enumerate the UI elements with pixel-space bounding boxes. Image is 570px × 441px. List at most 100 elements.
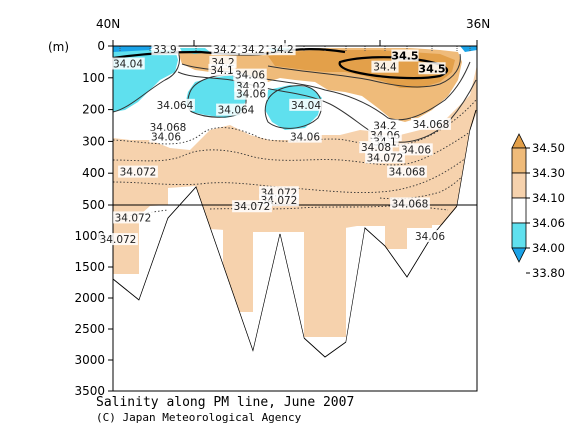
contour-label-bg <box>268 43 296 56</box>
contour-label: 34.1 <box>210 65 233 77</box>
y-tick-label: 2000 <box>74 291 105 305</box>
deep-column <box>385 205 407 249</box>
y-tick-label: 400 <box>82 166 105 180</box>
contour-label-bg <box>234 87 268 100</box>
contour-label: 34.068 <box>413 119 450 131</box>
x-label-left: 40N <box>96 17 120 31</box>
contour-label: 34.06 <box>236 89 266 101</box>
contour-label-bg <box>232 200 272 213</box>
contour-label-bg <box>413 230 447 242</box>
y-tick-label: 3500 <box>74 384 105 398</box>
chart-credit: (C) Japan Meteorological Agency <box>96 411 302 424</box>
contour-label-bg <box>387 165 427 178</box>
colorbar-segment <box>511 147 527 174</box>
contour-label-bg <box>151 43 179 56</box>
contour-label: 34.072 <box>367 152 404 164</box>
contour-label: 34.064 <box>157 100 194 112</box>
y-tick-label: 1500 <box>74 260 105 274</box>
deep-column <box>304 205 346 337</box>
contour-label: 34.072 <box>120 167 157 179</box>
contour-label-bg <box>233 68 267 81</box>
contour-label: 34.08 <box>361 142 391 154</box>
contour-label: 34.04 <box>113 58 143 70</box>
colorbar-segment <box>511 197 527 224</box>
y-tick-label: 100 <box>82 71 105 85</box>
band-blue-surface <box>113 46 155 52</box>
contour-34-06 <box>113 51 180 113</box>
colorbar-label: 34.10 <box>532 191 565 205</box>
contour-label-bg <box>98 233 138 246</box>
contour-label-bg <box>359 141 393 154</box>
contour-labels: 33.9 34.2 34.2 34.2 34.534.04 34.234.1 34.0634… <box>98 43 451 246</box>
y-tick-label: 200 <box>82 103 105 117</box>
y-axis: 0 100 200 300 400 500 1000 1500 2000 2500 3000 3500 <box>74 39 113 398</box>
contour-label: 34.2 <box>270 44 293 56</box>
contour-label-bg <box>149 130 183 143</box>
contour-label: 34.06 <box>401 144 431 156</box>
contour-label: 34.068 <box>392 198 429 210</box>
contour-label-bg <box>239 43 267 56</box>
contour-label-bg <box>399 143 433 156</box>
contour-label: 33.9 <box>153 44 176 56</box>
contour-label: 34.04 <box>291 100 321 112</box>
contour-label: 34.06 <box>151 132 181 144</box>
contour-34-06-east <box>264 85 322 129</box>
contour-label-bg <box>288 130 322 143</box>
bottom-mask <box>113 111 477 391</box>
colorbar-label: 34.06 <box>532 216 565 230</box>
contour-label: 34.072 <box>115 212 152 224</box>
contour-label-bg <box>371 60 399 73</box>
contour-34-4 <box>267 53 461 88</box>
y-tick-label: 500 <box>82 198 105 212</box>
colorbar: 34.50 34.30 34.10 34.06 34.00 33.80 <box>511 133 565 280</box>
contour-34-5 <box>338 56 448 80</box>
colorbar-label: 34.30 <box>532 166 565 180</box>
colorbar-label: 33.80 <box>532 266 565 280</box>
contour-label-bg <box>391 49 419 62</box>
x-label-right: 36N <box>466 17 490 31</box>
contour-label-bg <box>111 57 145 70</box>
contour-label: 34.072 <box>234 201 271 213</box>
contour-label-bg <box>148 121 188 134</box>
contour-label-bg <box>289 98 323 111</box>
contour-label: 34.064 <box>218 105 255 117</box>
contour-label: 34.4 <box>373 62 397 74</box>
contour-label-bg <box>365 151 405 164</box>
contour-label: 34.068 <box>389 167 426 179</box>
colorbar-segment <box>511 222 527 249</box>
bottom-topography <box>112 109 477 358</box>
contour-label-bg <box>390 197 430 210</box>
y-tick-label: 0 <box>97 39 105 53</box>
contour-label: 34.2 <box>213 44 236 56</box>
contour-label: 34.5 <box>418 62 445 75</box>
contour-label-bg <box>155 98 195 111</box>
colorbar-label: 34.50 <box>532 141 565 155</box>
y-axis-label: (m) <box>48 40 69 54</box>
contour-label: 34.06 <box>415 231 445 243</box>
deep-column <box>407 205 432 228</box>
y-tick-label: 3000 <box>74 353 105 367</box>
contour-label-bg <box>418 62 446 75</box>
contour-label-bg <box>216 103 256 116</box>
contour-label-bg <box>118 165 158 178</box>
contour-label: 34.06 <box>290 132 320 144</box>
colorbar-bottom-arrow <box>511 247 527 263</box>
contour-label: 34.06 <box>235 70 265 82</box>
y-tick-label: 300 <box>82 134 105 148</box>
contour-label-bg <box>208 63 236 76</box>
chart-title: Salinity along PM line, June 2007 <box>96 395 354 410</box>
y-tick-label: 1000 <box>74 229 105 243</box>
y-tick-label: 2500 <box>74 322 105 336</box>
contour-label: 34.2 <box>241 44 264 56</box>
colorbar-segment <box>511 172 527 199</box>
contour-label-bg <box>371 119 399 132</box>
band-blue-surface <box>460 46 477 52</box>
contour-label-bg <box>113 211 153 224</box>
contour-label: 34.072 <box>100 234 137 246</box>
contour-label-bg <box>411 117 451 130</box>
contour-label: 34.5 <box>391 50 418 63</box>
colorbar-label: 34.00 <box>532 241 565 255</box>
colorbar-top-arrow <box>511 133 527 149</box>
contour-label-bg <box>211 43 239 56</box>
